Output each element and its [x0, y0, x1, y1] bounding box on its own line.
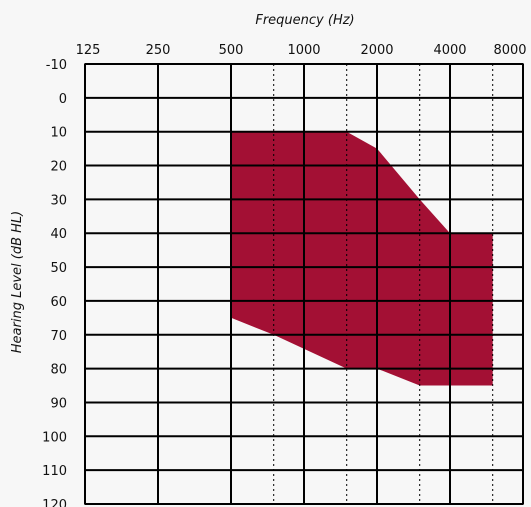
y-tick-label: 20: [50, 160, 67, 175]
x-tick-label: 4000: [433, 43, 466, 58]
y-axis-title: Hearing Level (dB HL): [10, 211, 25, 353]
x-tick-label: 1000: [287, 43, 320, 58]
x-tick-label: 125: [76, 43, 101, 58]
x-tick-label: 2000: [360, 43, 393, 58]
x-tick-label: 250: [146, 43, 171, 58]
x-tick-label: 500: [219, 43, 244, 58]
hearing-range-area: [231, 131, 493, 386]
y-tick-label: 0: [59, 92, 67, 107]
y-tick-label: 70: [50, 329, 67, 344]
tick-labels: 125 250 500 1000 2000 4000 8000 -10 0 10 20 30 40 50 6…: [42, 43, 526, 507]
y-tick-label: -10: [46, 58, 67, 73]
y-tick-label: 100: [42, 430, 67, 445]
y-tick-label: 30: [50, 193, 67, 208]
y-tick-label: 80: [50, 363, 67, 378]
hearing-range-layer: [231, 131, 493, 386]
plot-frame: [84, 63, 524, 505]
y-tick-label: 40: [50, 227, 67, 242]
y-tick-label: 10: [50, 126, 67, 141]
y-tick-label: 60: [50, 295, 67, 310]
x-axis-title: Frequency (Hz): [255, 13, 354, 28]
y-tick-label: 120: [42, 498, 67, 507]
y-tick-label: 50: [50, 261, 67, 276]
y-tick-label: 110: [42, 464, 67, 479]
y-tick-label: 90: [50, 396, 67, 411]
x-tick-label: 8000: [493, 43, 526, 58]
